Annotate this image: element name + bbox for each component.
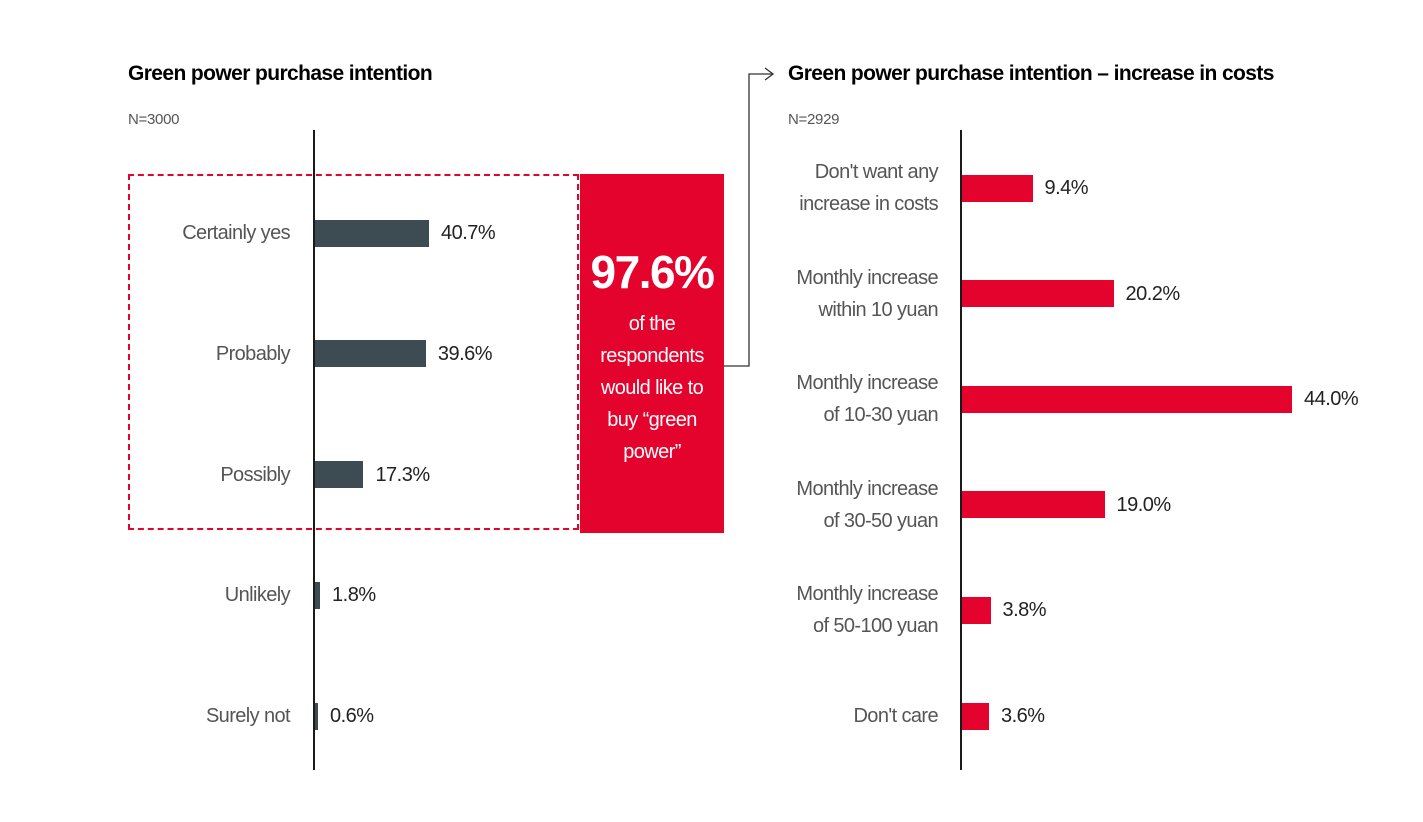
chart-bar (315, 219, 429, 247)
category-label-line: Don't care (853, 705, 938, 727)
category-label: Probably (215, 338, 291, 370)
category-label: Monthly increase of 30-50 yuan (796, 473, 938, 537)
left-chart-axis (313, 130, 315, 770)
category-label: Monthly increase of 50-100 yuan (796, 578, 938, 642)
category-label-line: Monthly increase (796, 583, 938, 606)
category-label: Unlikely (224, 579, 291, 611)
category-label-line: Certainly yes (182, 222, 290, 244)
category-label-line: Monthly increase (796, 372, 938, 395)
category-label-line: Don't want any (814, 161, 939, 183)
callout-line: respondents (600, 345, 704, 367)
category-label-line: Monthly increase (796, 477, 938, 500)
callout-line: power” (623, 441, 681, 463)
bar-value-label: 39.6% (437, 342, 493, 365)
callout-line: would like to (600, 377, 704, 399)
category-label-line: Probably (215, 342, 291, 365)
chart-bar (315, 702, 318, 730)
category-label: Certainly yes (182, 217, 290, 249)
category-label-line: of 30-50 yuan (823, 509, 938, 532)
category-label-line: increase in costs (799, 193, 938, 215)
category-label-line: Possibly (220, 463, 290, 486)
left-chart-title: Green power purchase intention (128, 62, 433, 85)
chart-bar (962, 596, 991, 624)
bar-value-label: 19.0% (1116, 493, 1172, 516)
bar-value-label: 0.6% (330, 705, 374, 728)
category-label: Monthly increase of 10-30 yuan (796, 367, 938, 431)
bar-value-label: 3.8% (1002, 599, 1047, 622)
chart-bar (315, 581, 321, 609)
bar-value-label: 9.4% (1044, 177, 1089, 199)
category-label-line: Surely not (205, 705, 291, 728)
category-label: Monthly increase within 10 yuan (796, 262, 938, 326)
category-label: Don't care (853, 700, 938, 732)
category-label: Surely not (205, 700, 291, 732)
bar-value-label: 3.6% (1001, 705, 1045, 727)
highlight-dashed-box (128, 174, 579, 530)
callout-text: of the respondents would like to buy “green… (580, 308, 724, 468)
category-label: Possibly (220, 459, 290, 491)
callout-value: 97.6% (590, 246, 715, 298)
right-chart-sample-size: N=2929 (788, 111, 840, 128)
right-chart-axis (960, 130, 962, 770)
callout-line: of the (628, 313, 676, 335)
right-chart-title: Green power purchase intention – increas… (788, 62, 1274, 85)
category-label: Don't want any increase in costs (799, 156, 938, 220)
bar-value-label: 40.7% (440, 222, 496, 244)
chart-bar (962, 280, 1114, 308)
bar-value-label: 17.3% (375, 463, 430, 486)
bar-value-label: 44.0% (1304, 388, 1359, 411)
callout-line: buy “green (607, 409, 697, 431)
category-label-line: of 50-100 yuan (812, 615, 939, 638)
chart-bar (315, 461, 364, 489)
left-chart-sample-size: N=3000 (128, 111, 180, 128)
chart-bar (962, 174, 1033, 202)
chart-bar (315, 340, 426, 368)
category-label-line: Unlikely (224, 584, 291, 607)
chart-bar (962, 702, 989, 730)
bar-value-label: 20.2% (1125, 282, 1181, 305)
category-label-line: Monthly increase (796, 266, 938, 289)
bar-value-label: 1.8% (332, 584, 376, 607)
chart-bar (962, 491, 1105, 519)
category-label-line: of 10-30 yuan (823, 404, 938, 427)
category-label-line: within 10 yuan (818, 298, 939, 321)
chart-bar (962, 385, 1292, 413)
summary-callout: 97.6% of the respondents would like to buy … (580, 174, 724, 533)
